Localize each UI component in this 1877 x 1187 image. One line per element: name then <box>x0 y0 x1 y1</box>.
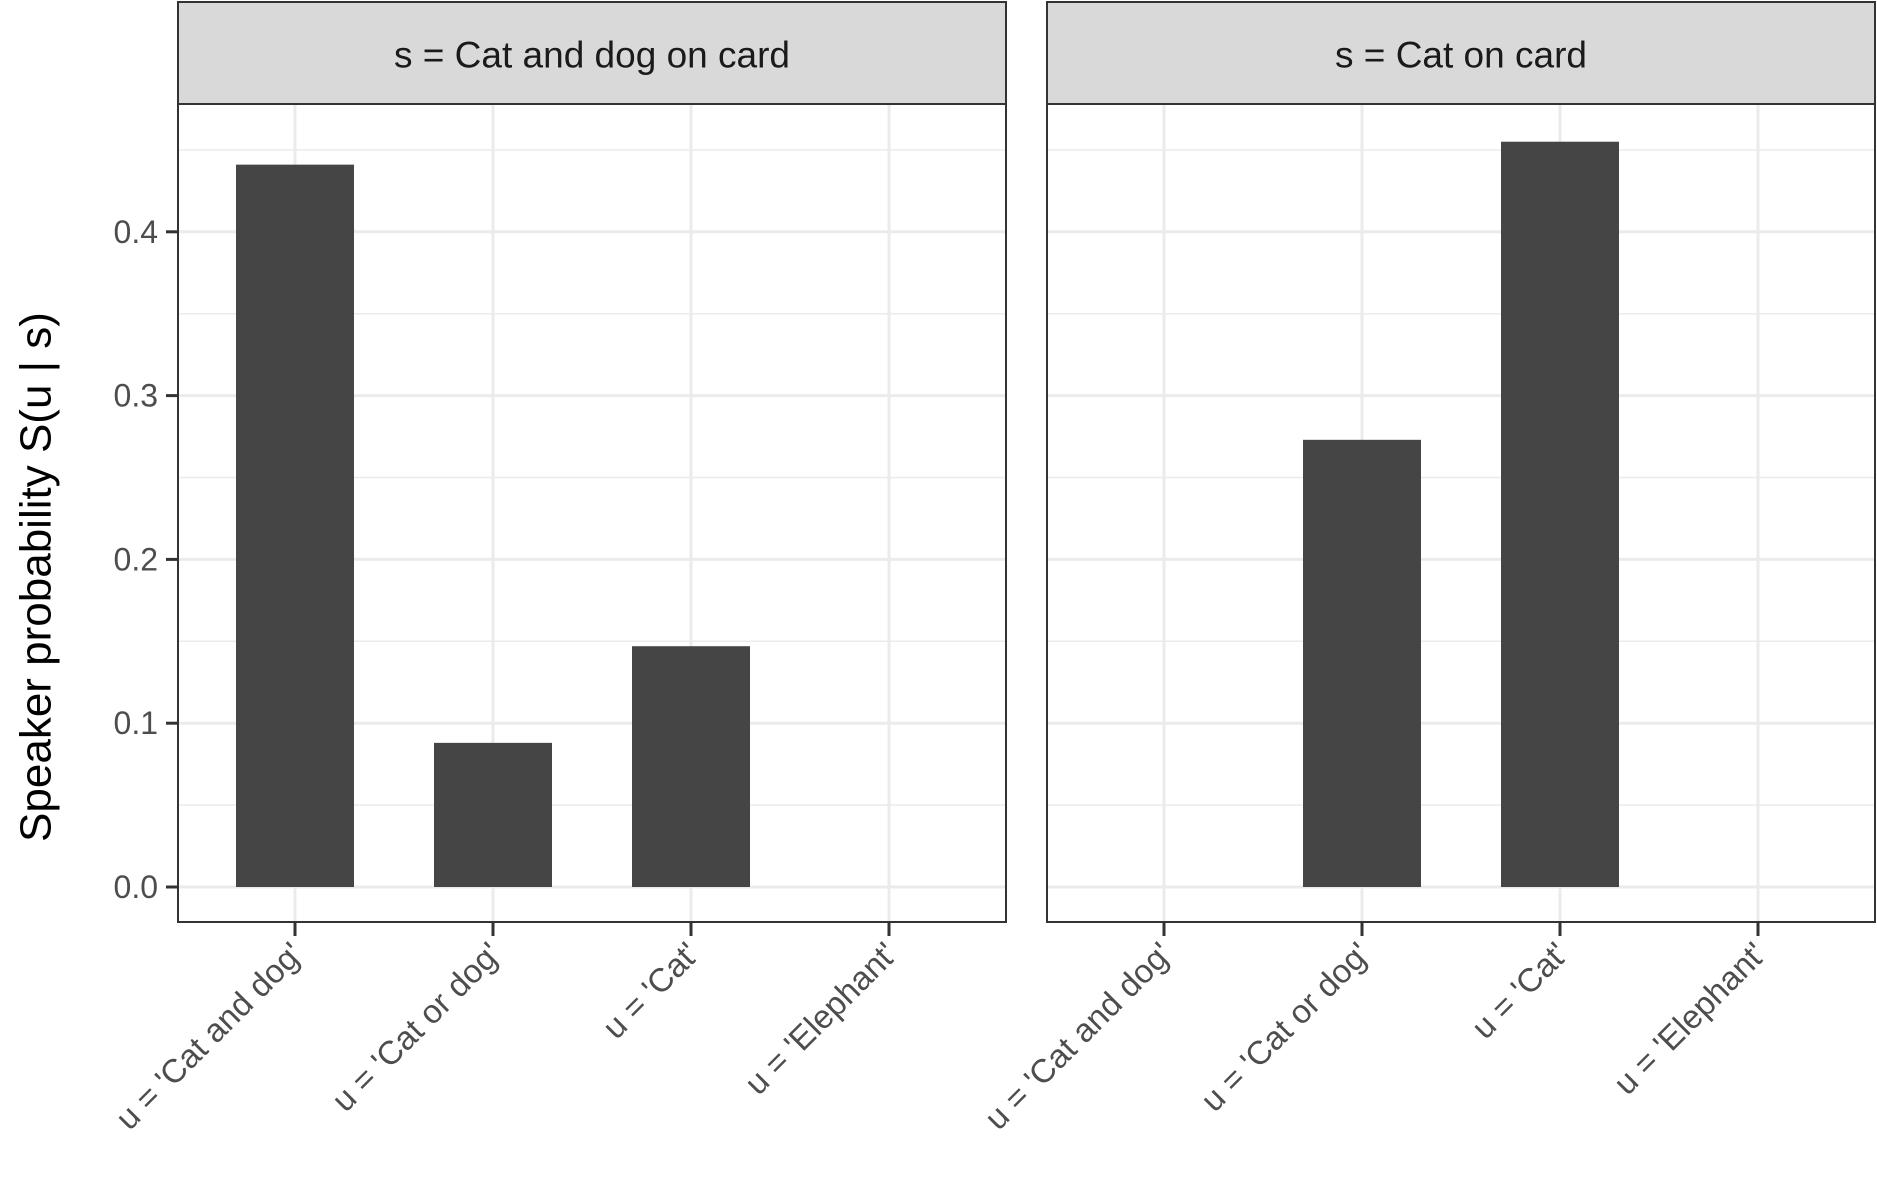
facet-strip <box>177 1 1007 105</box>
x-tick-label: u = 'Elephant' <box>1606 935 1773 1102</box>
x-tick-label: u = 'Cat or dog' <box>324 935 508 1119</box>
x-tick-label: u = 'Cat and dog' <box>977 935 1179 1137</box>
y-axis-title: Speaker probability S(u | s) <box>12 312 61 842</box>
y-tick-label: 0.4 <box>114 214 158 250</box>
y-tick-label: 0.0 <box>114 869 158 905</box>
panel-border <box>177 103 1007 923</box>
bar <box>1303 439 1421 887</box>
y-tick-label: 0.1 <box>114 705 158 741</box>
bar <box>1501 141 1619 887</box>
bar <box>632 646 750 887</box>
facet-strip-label: s = Cat on card <box>1335 35 1587 76</box>
x-tick-label: u = 'Cat' <box>595 935 706 1046</box>
y-tick-label: 0.2 <box>114 541 158 577</box>
facet-strip <box>1046 1 1876 105</box>
facet-strip-label: s = Cat and dog on card <box>394 35 790 76</box>
x-tick-label: u = 'Cat' <box>1464 935 1575 1046</box>
x-tick-label: u = 'Cat or dog' <box>1193 935 1377 1119</box>
x-tick-label: u = 'Elephant' <box>737 935 904 1102</box>
bar <box>236 164 354 888</box>
x-tick-label: u = 'Cat and dog' <box>108 935 310 1137</box>
panel-border <box>1046 103 1876 923</box>
bar <box>434 742 552 887</box>
panel-background <box>1047 104 1875 922</box>
y-tick-label: 0.3 <box>114 378 158 414</box>
